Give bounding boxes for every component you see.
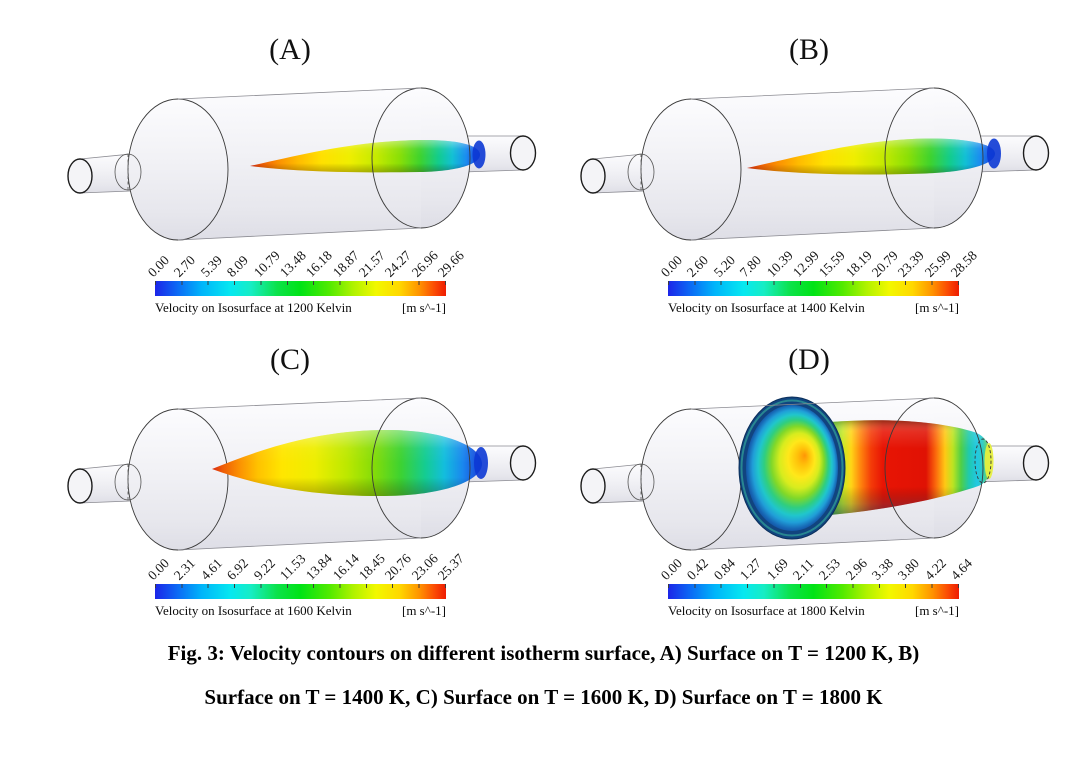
tick-label: 2.31 xyxy=(171,555,199,583)
panel-label-a: (A) xyxy=(269,33,311,66)
tick-label: 29.66 xyxy=(434,247,467,280)
tick-label: 16.14 xyxy=(329,550,362,583)
colorbar-tick-labels: 0.00 2.31 4.61 6.92 9.22 11.53 13.84 16.… xyxy=(145,550,467,583)
tick-label: 11.53 xyxy=(276,550,309,583)
tick-label: 1.69 xyxy=(763,555,791,583)
tick-label: 18.87 xyxy=(329,247,362,280)
colorbar-gradient xyxy=(668,281,959,296)
tick-label: 5.39 xyxy=(197,252,225,280)
panel-d: (D) 0.00 0.42 0.84 1.27 1.69 2.11 2.53 2… xyxy=(555,328,1087,633)
colorbar-units: [m s^-1] xyxy=(401,300,446,315)
isosurface-render-1600k xyxy=(67,397,537,551)
colorbar-title: Velocity on Isosurface at 1400 Kelvin xyxy=(668,300,865,315)
isosurface-outlet-cap xyxy=(987,138,1001,169)
colorbar-title: Velocity on Isosurface at 1600 Kelvin xyxy=(155,603,352,618)
colorbar-units: [m s^-1] xyxy=(914,300,959,315)
tick-label: 15.59 xyxy=(815,247,849,280)
tick-label: 9.22 xyxy=(250,555,278,583)
panel-c: (C) 0.00 2.31 4.61 6.92 9.22 11.53 13.84… xyxy=(42,328,574,633)
panel-label-b: (B) xyxy=(789,33,829,66)
tick-label: 13.84 xyxy=(302,550,336,583)
tick-label: 24.27 xyxy=(382,247,415,280)
isosurface-shading xyxy=(747,138,996,175)
isosurface-outlet-cap xyxy=(472,140,486,169)
colorbar-tick-marks xyxy=(668,584,959,588)
colorbar-gradient xyxy=(155,281,446,296)
tick-label: 8.09 xyxy=(223,252,252,280)
funnel-rim-highlight xyxy=(740,399,844,537)
colorbar-1800k: 0.00 0.42 0.84 1.27 1.69 2.11 2.53 2.96 … xyxy=(658,551,975,619)
colorbar-units: [m s^-1] xyxy=(401,603,446,618)
tick-label: 23.06 xyxy=(408,550,441,583)
panel-label-d: (D) xyxy=(788,343,830,376)
isosurface-shading xyxy=(250,139,481,173)
tick-label: 18.45 xyxy=(355,550,388,583)
colorbar-1200k: 0.00 2.70 5.39 8.09 10.79 13.48 16.18 18… xyxy=(145,247,467,316)
tick-label: 4.61 xyxy=(197,555,225,583)
tick-label: 21.57 xyxy=(355,247,388,280)
colorbar-tick-marks xyxy=(155,584,446,588)
isosurface-render-1800k xyxy=(580,396,1050,551)
figure-caption-line-1: Fig. 3: Velocity contours on different i… xyxy=(167,641,920,665)
tick-label: 26.96 xyxy=(408,247,441,280)
panel-a: (A) 0.00 2.70 5.39 8.09 10.79 13.48 16.1… xyxy=(42,18,574,323)
tick-label: 13.48 xyxy=(276,247,309,280)
tick-label: 5.20 xyxy=(710,252,738,280)
tick-label: 2.70 xyxy=(171,252,199,280)
tick-label: 4.22 xyxy=(921,555,949,583)
tick-label: 2.60 xyxy=(684,252,712,280)
colorbar-tick-labels: 0.00 2.60 5.20 7.80 10.39 12.99 15.59 18… xyxy=(658,247,980,280)
tick-label: 20.76 xyxy=(382,550,415,583)
tick-label: 0.00 xyxy=(657,252,686,280)
tick-label: 12.99 xyxy=(789,247,822,280)
tick-label: 2.53 xyxy=(815,555,844,583)
tick-label: 20.79 xyxy=(868,247,901,280)
tick-label: 0.84 xyxy=(710,555,738,583)
tick-label: 25.37 xyxy=(434,550,467,583)
isosurface-tip xyxy=(984,443,994,479)
colorbar-title: Velocity on Isosurface at 1800 Kelvin xyxy=(668,603,865,618)
figure-caption-line-2: Surface on T = 1400 K, C) Surface on T =… xyxy=(204,685,883,709)
tick-label: 10.79 xyxy=(250,247,283,280)
isosurface-render-1200k xyxy=(67,87,537,241)
panel-b: (B) 0.00 2.60 5.20 7.80 10.39 12.99 15.5… xyxy=(555,18,1087,323)
isosurface-tube-shading xyxy=(830,420,992,515)
tick-label: 10.39 xyxy=(763,247,796,280)
tick-label: 18.19 xyxy=(842,247,875,280)
panel-label-c: (C) xyxy=(270,343,310,376)
tick-label: 6.92 xyxy=(223,555,252,583)
isosurface-outlet-cap xyxy=(474,447,488,479)
isosurface-render-1400k xyxy=(580,87,1050,241)
colorbar-tick-marks xyxy=(155,281,446,285)
colorbar-tick-labels: 0.00 2.70 5.39 8.09 10.79 13.48 16.18 18… xyxy=(145,247,467,280)
tick-label: 28.58 xyxy=(947,247,980,280)
colorbar-tick-labels: 0.00 0.42 0.84 1.27 1.69 2.11 2.53 2.96 … xyxy=(658,551,975,583)
colorbar-units: [m s^-1] xyxy=(914,603,959,618)
colorbar-tick-marks xyxy=(668,281,959,285)
tick-label: 7.80 xyxy=(736,252,765,280)
colorbar-1600k: 0.00 2.31 4.61 6.92 9.22 11.53 13.84 16.… xyxy=(145,550,467,619)
funnel-face xyxy=(746,405,838,531)
tick-label: 2.11 xyxy=(789,555,817,583)
tick-label: 3.80 xyxy=(895,555,923,583)
tick-label: 0.00 xyxy=(144,252,173,280)
tick-label: 2.96 xyxy=(842,555,870,583)
colorbar-gradient xyxy=(668,584,959,599)
colorbar-gradient xyxy=(155,584,446,599)
tick-label: 16.18 xyxy=(302,247,336,280)
tick-label: 1.27 xyxy=(736,555,765,583)
tick-label: 0.42 xyxy=(684,555,712,583)
colorbar-1400k: 0.00 2.60 5.20 7.80 10.39 12.99 15.59 18… xyxy=(658,247,980,316)
isosurface-shading xyxy=(212,429,483,497)
tick-label: 3.38 xyxy=(868,555,896,583)
colorbar-title: Velocity on Isosurface at 1200 Kelvin xyxy=(155,300,352,315)
tick-label: 23.39 xyxy=(895,247,928,280)
tick-label: 25.99 xyxy=(921,247,954,280)
outlet-junction-hidden-edge xyxy=(974,438,992,484)
